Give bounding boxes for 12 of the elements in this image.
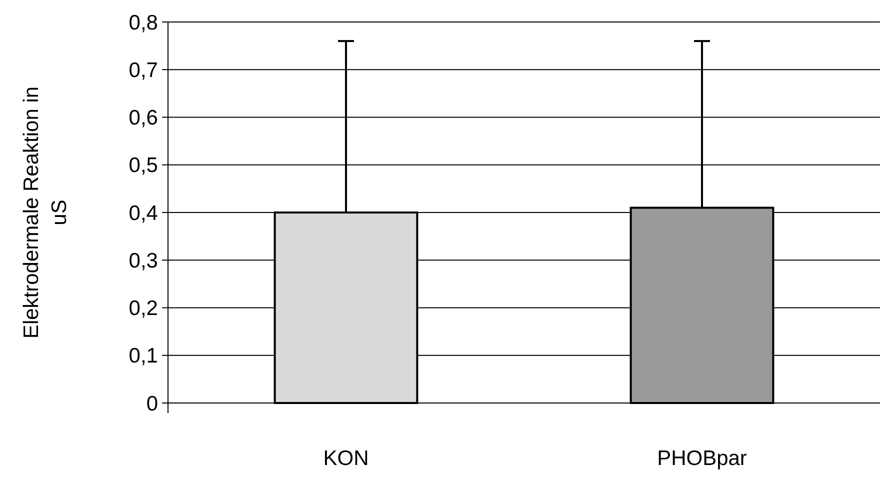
y-tick-label: 0,1 (128, 344, 158, 368)
y-tick-label: 0,4 (128, 202, 158, 225)
y-tick-label: 0,8 (128, 11, 158, 34)
y-tick-label: 0,7 (128, 58, 158, 82)
y-tick-label: 0 (146, 392, 158, 416)
y-tick-label: 0,5 (128, 154, 158, 178)
y-axis-title: Elektrodermale Reaktion in uS (20, 86, 71, 339)
x-tick-label: PHOBpar (657, 447, 747, 470)
y-tick-label: 0,2 (128, 297, 158, 320)
x-tick-label: KON (323, 447, 369, 470)
y-tick-label: 0,3 (128, 249, 158, 272)
y-tick-label: 0,6 (128, 106, 158, 130)
